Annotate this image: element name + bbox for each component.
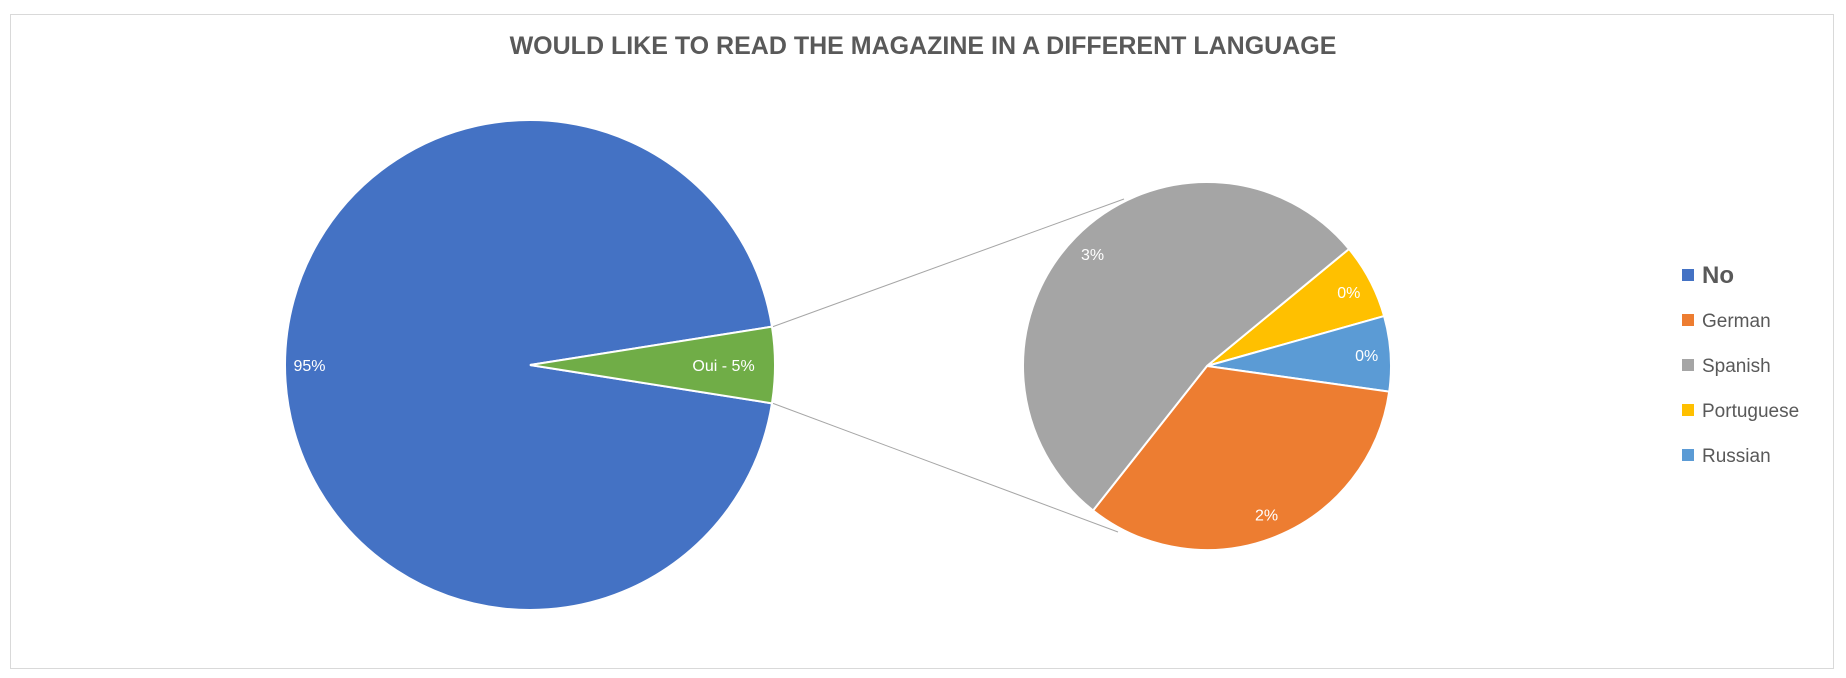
main-pie: 95% Oui - 5% bbox=[284, 119, 776, 611]
connector-line-top bbox=[771, 198, 1125, 328]
legend: No German Spanish Portuguese Russian bbox=[1682, 262, 1799, 467]
legend-label-portuguese: Portuguese bbox=[1702, 401, 1799, 422]
chart-title: WOULD LIKE TO READ THE MAGAZINE IN A DIF… bbox=[510, 32, 1337, 60]
chart-frame bbox=[10, 14, 1834, 669]
legend-swatch-russian bbox=[1682, 449, 1694, 461]
legend-label-spanish: Spanish bbox=[1702, 356, 1771, 377]
main-data-label-oui: Oui - 5% bbox=[692, 358, 754, 375]
secondary-slice-spanish[interactable] bbox=[1022, 181, 1351, 512]
legend-swatch-german bbox=[1682, 314, 1694, 326]
legend-label-no: No bbox=[1702, 262, 1734, 289]
secondary-data-label-russian: 0% bbox=[1355, 348, 1378, 365]
legend-swatch-spanish bbox=[1682, 359, 1694, 371]
legend-swatch-no bbox=[1682, 269, 1694, 281]
secondary-data-label-spanish: 3% bbox=[1081, 247, 1104, 264]
secondary-data-label-german: 2% bbox=[1255, 508, 1278, 525]
main-slice-no[interactable] bbox=[284, 119, 774, 611]
legend-label-russian: Russian bbox=[1702, 446, 1771, 467]
connector-line-bottom bbox=[771, 402, 1119, 533]
main-data-label-no: 95% bbox=[293, 358, 325, 375]
legend-swatch-portuguese bbox=[1682, 404, 1694, 416]
main-slice-oui[interactable] bbox=[529, 325, 776, 405]
legend-label-german: German bbox=[1702, 311, 1771, 332]
secondary-pie: 0% 0% 2% 3% bbox=[1022, 181, 1392, 551]
secondary-slice-german[interactable] bbox=[1091, 364, 1391, 551]
secondary-data-label-portuguese: 0% bbox=[1337, 285, 1360, 302]
